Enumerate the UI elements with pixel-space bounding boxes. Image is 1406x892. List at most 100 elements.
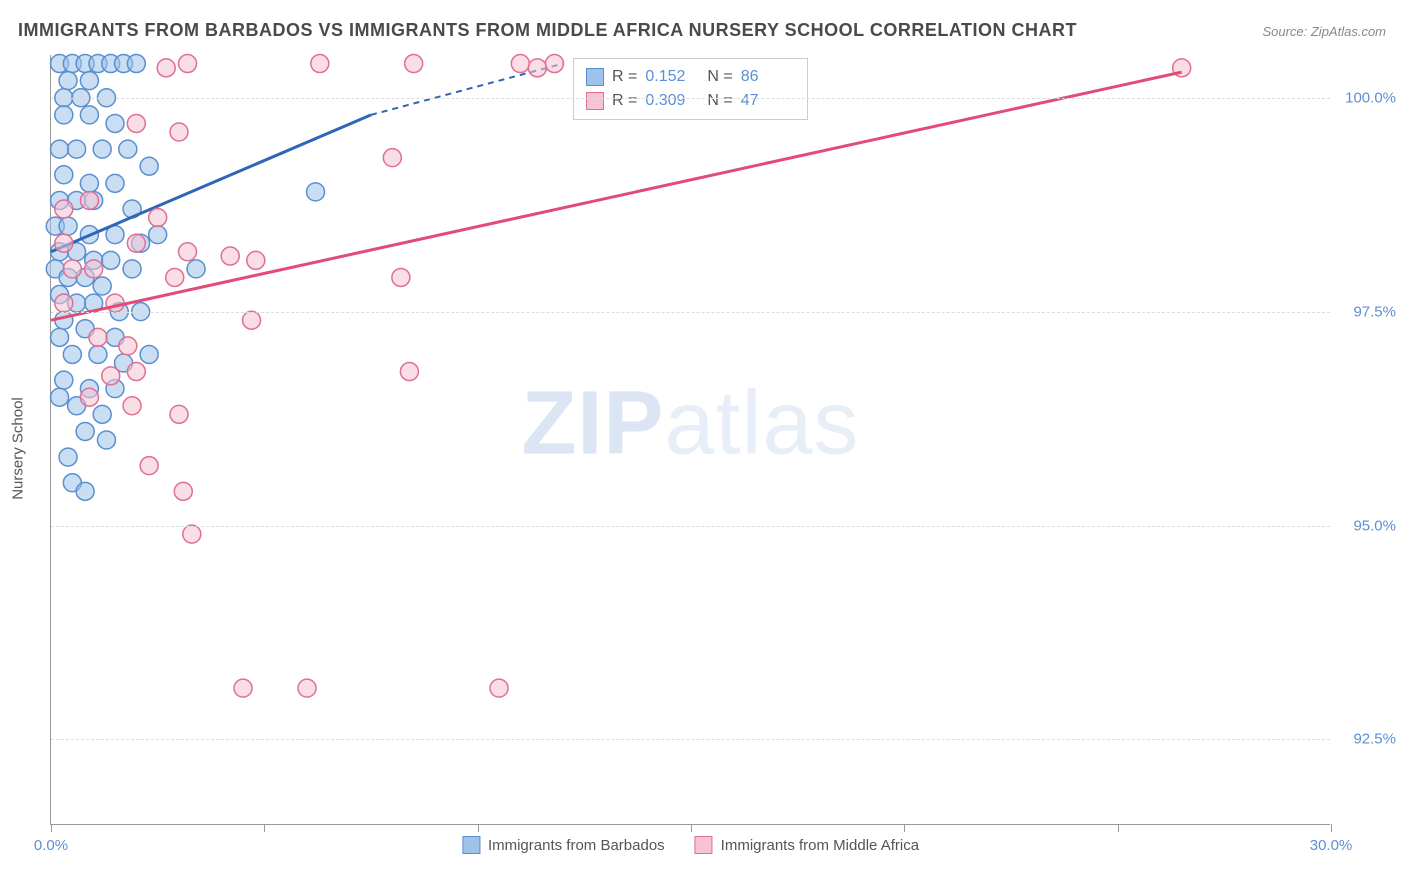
swatch-barbados bbox=[586, 68, 604, 86]
data-point bbox=[247, 251, 265, 269]
data-point bbox=[545, 55, 563, 73]
y-axis-title: Nursery School bbox=[10, 397, 27, 500]
data-point bbox=[55, 166, 73, 184]
data-point bbox=[89, 328, 107, 346]
data-point bbox=[221, 247, 239, 265]
data-point bbox=[59, 217, 77, 235]
x-tick bbox=[1118, 824, 1119, 832]
data-point bbox=[179, 55, 197, 73]
data-point bbox=[179, 243, 197, 261]
legend-label-middle-africa: Immigrants from Middle Africa bbox=[721, 837, 919, 854]
data-point bbox=[170, 123, 188, 141]
n-value-barbados: 86 bbox=[741, 68, 795, 86]
x-tick bbox=[264, 824, 265, 832]
x-tick bbox=[1331, 824, 1332, 832]
data-point bbox=[59, 72, 77, 90]
data-point bbox=[127, 114, 145, 132]
data-point bbox=[298, 679, 316, 697]
data-point bbox=[383, 149, 401, 167]
data-point bbox=[76, 422, 94, 440]
data-point bbox=[55, 294, 73, 312]
data-point bbox=[140, 345, 158, 363]
legend-item-barbados: Immigrants from Barbados bbox=[462, 836, 665, 854]
data-point bbox=[174, 482, 192, 500]
data-point bbox=[93, 405, 111, 423]
x-tick bbox=[51, 824, 52, 832]
data-point bbox=[55, 234, 73, 252]
data-point bbox=[149, 209, 167, 227]
data-point bbox=[80, 174, 98, 192]
data-point bbox=[528, 59, 546, 77]
scatter-plot-svg bbox=[51, 55, 1330, 824]
data-point bbox=[55, 106, 73, 124]
data-point bbox=[102, 251, 120, 269]
data-point bbox=[93, 140, 111, 158]
data-point bbox=[106, 174, 124, 192]
gridline bbox=[51, 312, 1330, 313]
data-point bbox=[63, 345, 81, 363]
data-point bbox=[166, 268, 184, 286]
data-point bbox=[170, 405, 188, 423]
data-point bbox=[80, 72, 98, 90]
data-point bbox=[63, 260, 81, 278]
data-point bbox=[511, 55, 529, 73]
legend-label-barbados: Immigrants from Barbados bbox=[488, 837, 665, 854]
x-tick-label: 0.0% bbox=[34, 837, 68, 854]
data-point bbox=[400, 363, 418, 381]
data-point bbox=[123, 397, 141, 415]
data-point bbox=[55, 371, 73, 389]
data-point bbox=[311, 55, 329, 73]
data-point bbox=[187, 260, 205, 278]
r-value-barbados: 0.152 bbox=[645, 68, 699, 86]
data-point bbox=[89, 345, 107, 363]
data-point bbox=[307, 183, 325, 201]
data-point bbox=[127, 234, 145, 252]
data-point bbox=[392, 268, 410, 286]
swatch-barbados-icon bbox=[462, 836, 480, 854]
series-legend: Immigrants from Barbados Immigrants from… bbox=[462, 836, 919, 854]
data-point bbox=[80, 106, 98, 124]
data-point bbox=[93, 277, 111, 295]
x-tick bbox=[691, 824, 692, 832]
x-tick bbox=[904, 824, 905, 832]
legend-row-barbados: R = 0.152 N = 86 bbox=[586, 65, 795, 89]
data-point bbox=[127, 55, 145, 73]
data-point bbox=[106, 294, 124, 312]
y-tick-label: 92.5% bbox=[1353, 731, 1396, 748]
y-tick-label: 100.0% bbox=[1345, 89, 1396, 106]
data-point bbox=[119, 337, 137, 355]
chart-title: IMMIGRANTS FROM BARBADOS VS IMMIGRANTS F… bbox=[18, 20, 1077, 41]
legend-row-middle-africa: R = 0.309 N = 47 bbox=[586, 89, 795, 113]
gridline bbox=[51, 98, 1330, 99]
data-point bbox=[80, 388, 98, 406]
swatch-middle-africa bbox=[586, 92, 604, 110]
data-point bbox=[490, 679, 508, 697]
x-tick bbox=[478, 824, 479, 832]
data-point bbox=[127, 363, 145, 381]
gridline bbox=[51, 739, 1330, 740]
legend-item-middle-africa: Immigrants from Middle Africa bbox=[695, 836, 919, 854]
source-attribution: Source: ZipAtlas.com bbox=[1262, 24, 1386, 39]
n-value-middle-africa: 47 bbox=[741, 92, 795, 110]
data-point bbox=[140, 157, 158, 175]
data-point bbox=[59, 448, 77, 466]
swatch-middle-africa-icon bbox=[695, 836, 713, 854]
data-point bbox=[102, 367, 120, 385]
gridline bbox=[51, 526, 1330, 527]
data-point bbox=[405, 55, 423, 73]
data-point bbox=[51, 388, 69, 406]
data-point bbox=[51, 140, 69, 158]
data-point bbox=[80, 191, 98, 209]
correlation-legend: R = 0.152 N = 86 R = 0.309 N = 47 bbox=[573, 58, 808, 120]
data-point bbox=[234, 679, 252, 697]
y-tick-label: 97.5% bbox=[1353, 303, 1396, 320]
data-point bbox=[183, 525, 201, 543]
x-tick-label: 30.0% bbox=[1310, 837, 1353, 854]
data-point bbox=[123, 260, 141, 278]
data-point bbox=[119, 140, 137, 158]
data-point bbox=[106, 114, 124, 132]
data-point bbox=[149, 226, 167, 244]
data-point bbox=[97, 431, 115, 449]
data-point bbox=[51, 328, 69, 346]
y-tick-label: 95.0% bbox=[1353, 517, 1396, 534]
